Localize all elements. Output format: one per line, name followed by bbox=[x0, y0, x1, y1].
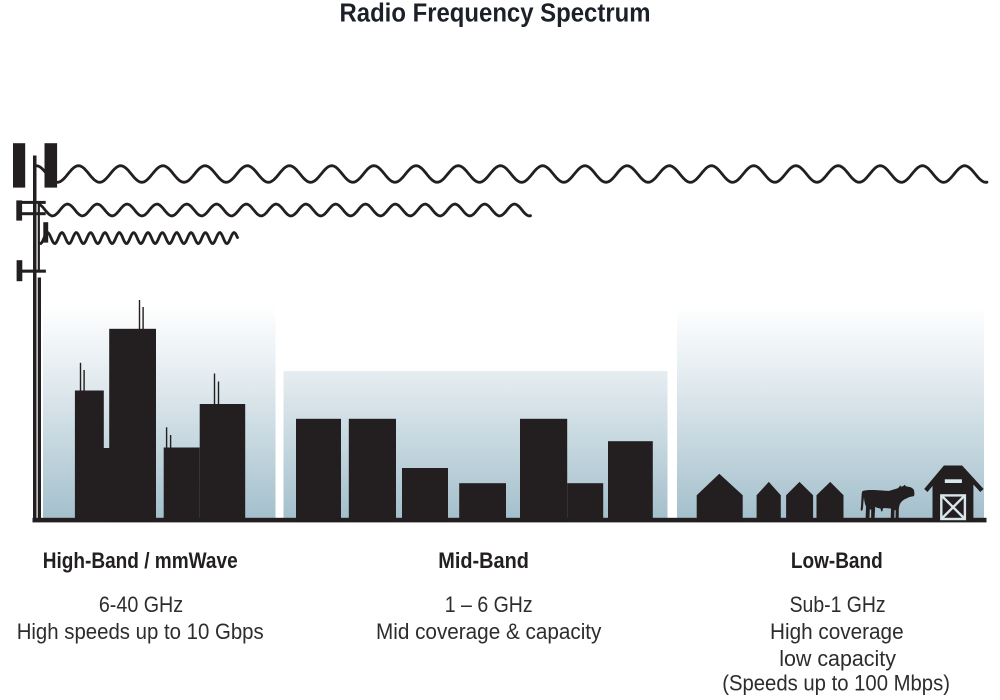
svg-text:Low-Band: Low-Band bbox=[791, 548, 883, 573]
svg-text:Radio Frequency Spectrum: Radio Frequency Spectrum bbox=[340, 0, 651, 27]
svg-text:6-40 GHz: 6-40 GHz bbox=[99, 592, 183, 617]
svg-text:Sub-1 GHz: Sub-1 GHz bbox=[790, 592, 886, 617]
svg-text:(Speeds up to 100 Mbps): (Speeds up to 100 Mbps) bbox=[722, 671, 950, 696]
svg-text:High speeds up to 10 Gbps: High speeds up to 10 Gbps bbox=[17, 619, 264, 644]
svg-text:High coverage: High coverage bbox=[770, 619, 904, 644]
svg-text:High-Band / mmWave: High-Band / mmWave bbox=[43, 548, 238, 573]
svg-text:low capacity: low capacity bbox=[779, 646, 896, 671]
svg-text:Mid coverage & capacity: Mid coverage & capacity bbox=[376, 619, 601, 644]
svg-text:Mid-Band: Mid-Band bbox=[438, 548, 529, 573]
svg-text:1 – 6 GHz: 1 – 6 GHz bbox=[445, 592, 533, 617]
